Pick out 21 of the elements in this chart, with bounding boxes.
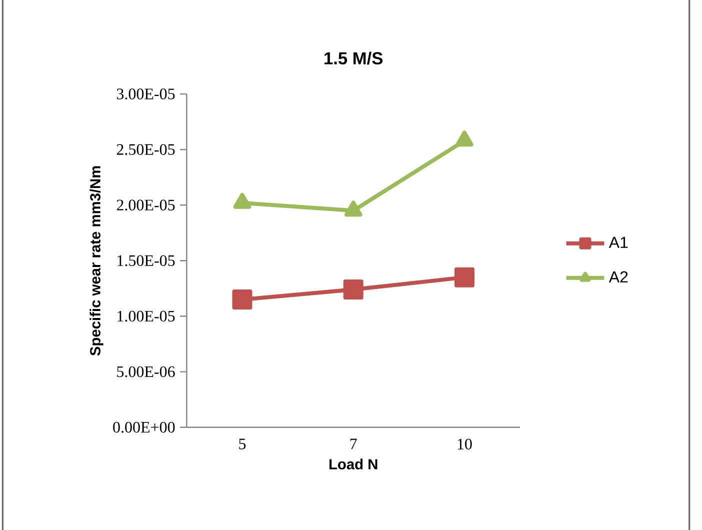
y-tick-label: 1.00E-05 bbox=[118, 310, 175, 322]
y-tick-label: 2.00E-05 bbox=[116, 200, 175, 211]
y-axis-title: Specific wear rate mm3/Nm bbox=[90, 166, 104, 356]
chart-title: 1.5 M/S bbox=[324, 52, 383, 65]
point bbox=[233, 192, 252, 209]
y-tick-label: 1.50E-05 bbox=[118, 255, 175, 266]
legend-label: A2 bbox=[608, 271, 628, 282]
point bbox=[344, 200, 362, 217]
x-tick-label: 5 bbox=[239, 438, 246, 450]
point bbox=[343, 280, 364, 300]
point bbox=[454, 267, 474, 288]
legend-label: A1 bbox=[608, 236, 628, 248]
x-tick-label: 7 bbox=[350, 438, 357, 450]
y-tick-label: 0.00E+00 bbox=[113, 422, 175, 433]
y-tick-label: 5.00E-06 bbox=[117, 366, 175, 378]
y-tick-label: 2.50E-05 bbox=[116, 144, 175, 155]
point bbox=[232, 290, 252, 310]
x-tick-label: 10 bbox=[458, 438, 472, 450]
x-axis-title: Load N bbox=[329, 458, 378, 470]
y-tick-label: 3.00E-05 bbox=[116, 88, 175, 100]
point bbox=[456, 130, 474, 147]
